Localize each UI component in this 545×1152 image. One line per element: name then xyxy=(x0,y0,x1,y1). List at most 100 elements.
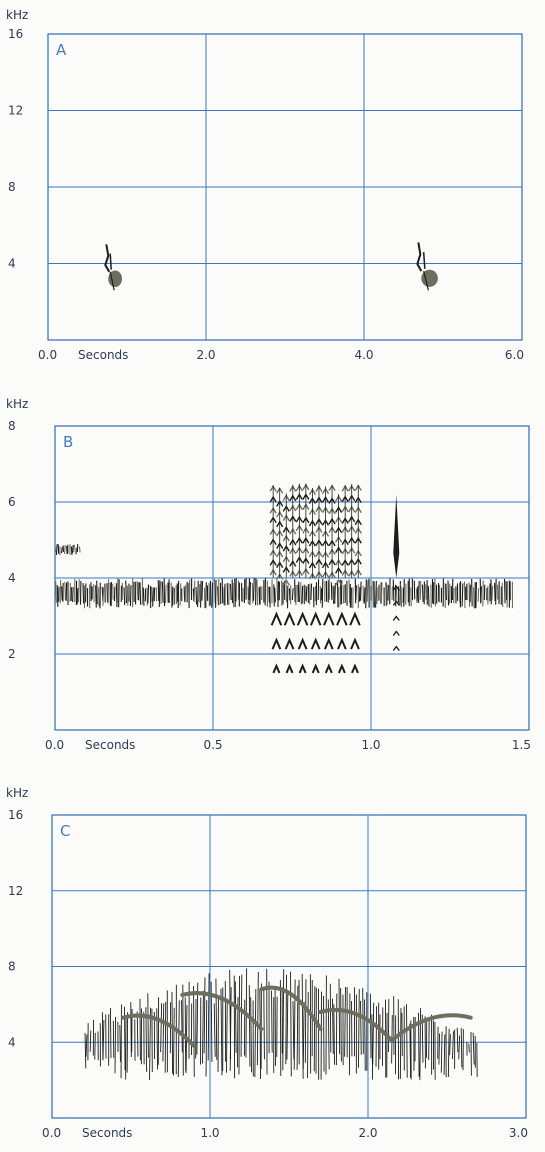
song-stroke xyxy=(457,1028,458,1052)
panel-c-y-unit-label: kHz xyxy=(6,786,28,800)
song-stroke xyxy=(264,987,265,1059)
note-stroke xyxy=(424,252,425,269)
song-stroke xyxy=(241,975,242,1057)
band-stroke xyxy=(94,584,95,602)
song-stroke xyxy=(172,992,173,1074)
chevron-stroke xyxy=(299,640,307,649)
band-stroke xyxy=(124,587,125,605)
chevron-stroke xyxy=(298,614,308,625)
chevron-stroke xyxy=(325,640,333,649)
band-stroke xyxy=(396,586,397,602)
band-stroke xyxy=(57,585,58,607)
band-stroke xyxy=(103,587,104,605)
song-stroke xyxy=(202,991,203,1064)
band-stroke xyxy=(72,545,73,553)
band-stroke xyxy=(469,582,470,606)
song-stroke xyxy=(429,1020,430,1060)
band-stroke xyxy=(495,583,496,601)
song-stroke xyxy=(249,985,250,1066)
band-stroke xyxy=(422,585,423,602)
song-stroke xyxy=(115,1017,116,1073)
band-stroke xyxy=(180,583,181,605)
song-stroke xyxy=(110,1008,111,1058)
panel-b-y-tick-label: 2 xyxy=(8,647,16,661)
song-stroke xyxy=(293,1001,294,1059)
spike-stroke xyxy=(393,494,399,578)
song-stroke xyxy=(95,1033,96,1060)
chevron-stroke xyxy=(339,666,345,673)
panel-c-x-tick-label: 2.0 xyxy=(358,1126,377,1140)
band-stroke xyxy=(79,579,80,602)
song-stroke xyxy=(365,999,366,1070)
spike-stroke xyxy=(393,632,399,636)
panel-a-letter: A xyxy=(56,41,67,59)
panel-c-x-axis-label: Seconds xyxy=(82,1126,132,1140)
band-stroke xyxy=(492,586,493,601)
song-stroke xyxy=(208,973,209,1060)
band-stroke xyxy=(257,579,258,605)
band-stroke xyxy=(322,579,323,608)
band-stroke xyxy=(381,583,382,604)
song-stroke xyxy=(376,1006,377,1067)
song-stroke xyxy=(330,984,331,1053)
chevron-stroke xyxy=(338,640,346,649)
band-stroke xyxy=(83,583,84,603)
song-stroke xyxy=(182,1000,183,1052)
band-stroke xyxy=(67,546,68,554)
panel-a-y-tick-label: 12 xyxy=(8,104,23,118)
band-stroke xyxy=(417,586,418,601)
band-stroke xyxy=(126,581,127,603)
song-stroke xyxy=(407,1004,408,1078)
panel-b-x-tick-label: 1.0 xyxy=(361,738,380,752)
panel-c-x-tick-label: 3.0 xyxy=(509,1126,528,1140)
chevron-stroke xyxy=(286,640,294,649)
song-stroke xyxy=(194,986,195,1077)
song-stroke xyxy=(137,1011,138,1056)
band-stroke xyxy=(56,581,57,602)
song-stroke xyxy=(308,992,309,1078)
panel-b-x-axis-label: Seconds xyxy=(85,738,135,752)
band-stroke xyxy=(476,582,477,608)
band-stroke xyxy=(311,584,312,600)
band-stroke xyxy=(79,546,80,552)
song-stroke xyxy=(373,1003,374,1065)
band-stroke xyxy=(148,585,149,604)
band-stroke xyxy=(275,588,276,603)
chevron-stroke xyxy=(337,614,347,625)
song-stroke xyxy=(221,989,222,1076)
band-stroke xyxy=(202,581,203,601)
band-stroke xyxy=(137,581,138,600)
panel-c-trace-0 xyxy=(85,968,477,1080)
chevron-stroke xyxy=(273,640,281,649)
song-stroke xyxy=(257,972,258,1065)
band-stroke xyxy=(215,579,216,604)
panel-a-y-tick-label: 4 xyxy=(8,257,16,271)
song-stroke xyxy=(314,986,315,1071)
song-stroke xyxy=(444,1034,445,1074)
panel-c-letter: C xyxy=(60,822,70,840)
spike-stroke xyxy=(393,647,399,651)
band-stroke xyxy=(130,585,131,606)
song-stroke xyxy=(461,1028,462,1068)
band-stroke xyxy=(212,583,213,608)
song-stroke xyxy=(286,975,287,1065)
band-stroke xyxy=(230,584,231,600)
song-stroke xyxy=(131,1002,132,1057)
band-stroke xyxy=(253,578,254,601)
song-stroke xyxy=(178,1000,179,1077)
band-stroke xyxy=(96,585,97,607)
note-stroke xyxy=(417,242,421,271)
panel-b-x-tick-label: 0.5 xyxy=(203,738,222,752)
band-stroke xyxy=(376,581,377,608)
panel-c-y-tick-label: 4 xyxy=(8,1035,16,1049)
panel-c-y-tick-label: 8 xyxy=(8,960,16,974)
song-stroke xyxy=(324,996,325,1072)
chevron-stroke xyxy=(273,666,279,673)
band-stroke xyxy=(178,581,179,608)
song-stroke xyxy=(173,1008,174,1076)
band-stroke xyxy=(65,545,66,554)
